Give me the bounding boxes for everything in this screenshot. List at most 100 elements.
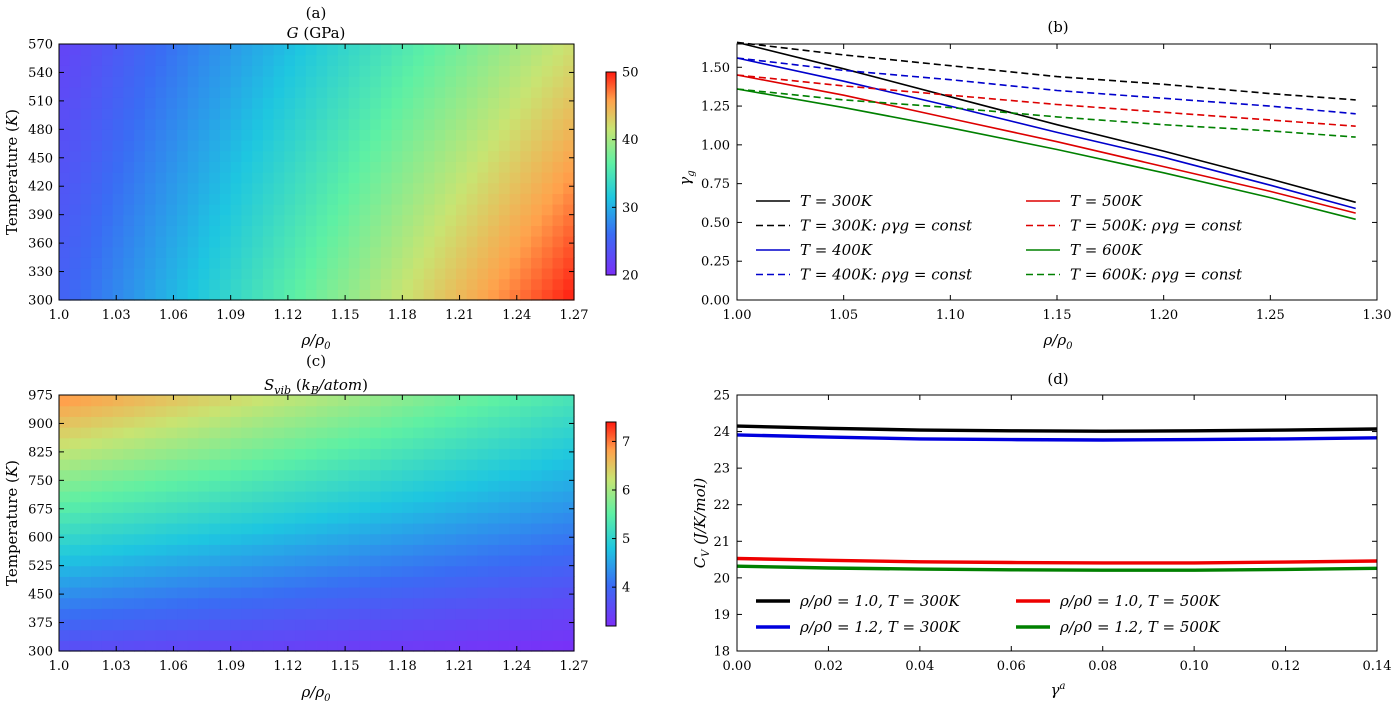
- heatmap-c-ylabel: Temperature (K): [3, 460, 21, 586]
- heatmap-cell: [359, 555, 371, 567]
- heatmap-cell: [423, 395, 436, 407]
- heatmap-cell: [520, 150, 532, 162]
- heatmap-cell: [434, 629, 446, 641]
- heatmap-cell: [80, 118, 92, 130]
- plot-b-y-ticks: 0.000.250.500.751.001.251.50: [701, 61, 1377, 309]
- heatmap-cell: [177, 555, 189, 567]
- heatmap-cell: [295, 44, 307, 56]
- heatmap-cell: [541, 182, 554, 194]
- heatmap-cell: [391, 108, 403, 120]
- heatmap-cell: [80, 459, 92, 471]
- heatmap-cell: [69, 129, 82, 141]
- heatmap-cell: [434, 501, 446, 513]
- heatmap-cell: [177, 448, 189, 460]
- heatmap-cell: [252, 469, 264, 481]
- heatmap-cell: [488, 65, 500, 77]
- heatmap-cell: [380, 257, 393, 269]
- heatmap-cell: [262, 268, 275, 280]
- heatmap-cell: [101, 437, 114, 449]
- heatmap-cell: [252, 193, 264, 205]
- heatmap-cell: [541, 246, 554, 258]
- heatmap-cell: [327, 597, 339, 609]
- heatmap-cell: [327, 619, 339, 631]
- heatmap-cell: [455, 268, 468, 280]
- heatmap-cell: [445, 565, 457, 577]
- heatmap-cell: [230, 501, 242, 513]
- heatmap-cell: [101, 182, 114, 194]
- heatmap-cell: [59, 236, 71, 248]
- heatmap-cell: [230, 491, 242, 503]
- heatmap-cell: [359, 161, 371, 173]
- heatmap-cell: [198, 150, 210, 162]
- heatmap-cell: [413, 118, 425, 130]
- heatmap-cell: [166, 172, 178, 184]
- heatmap-cell: [219, 97, 232, 109]
- heatmap-cell: [134, 204, 146, 216]
- heatmap-cell: [316, 214, 328, 226]
- heatmap-cell: [230, 427, 242, 439]
- heatmap-cell: [423, 416, 436, 428]
- heatmap-cell: [541, 619, 554, 631]
- heatmap-cell: [166, 480, 178, 492]
- heatmap-cell: [391, 555, 403, 567]
- heatmap-cell: [466, 97, 479, 109]
- y-tick-label: 600: [28, 531, 53, 546]
- heatmap-cell: [230, 150, 242, 162]
- heatmap-cell: [423, 161, 436, 173]
- heatmap-cell: [552, 161, 564, 173]
- heatmap-cell: [69, 480, 82, 492]
- heatmap-cell: [252, 182, 264, 194]
- heatmap-cell: [509, 555, 521, 567]
- heatmap-cell: [112, 437, 124, 449]
- heatmap-cell: [488, 576, 500, 588]
- heatmap-cell: [327, 150, 339, 162]
- heatmap-cell: [230, 108, 242, 120]
- heatmap-cell: [434, 193, 446, 205]
- heatmap-cell: [552, 469, 564, 481]
- heatmap-cell: [241, 544, 253, 556]
- heatmap-cell: [91, 289, 103, 301]
- heatmap-cell: [209, 619, 221, 631]
- heatmap-cell: [477, 129, 489, 141]
- heatmap-cell: [101, 289, 114, 301]
- heatmap-cell: [552, 44, 564, 56]
- heatmap-cell: [348, 289, 361, 301]
- x-tick-label: 0.10: [1180, 659, 1209, 674]
- heatmap-cell: [434, 129, 446, 141]
- heatmap-cell: [466, 597, 479, 609]
- heatmap-cell: [337, 268, 350, 280]
- heatmap-cell: [273, 86, 285, 98]
- heatmap-cell: [498, 565, 511, 577]
- heatmap-cell: [80, 555, 92, 567]
- heatmap-cell: [241, 576, 253, 588]
- heatmap-cell: [531, 533, 543, 545]
- heatmap-cell: [509, 246, 521, 258]
- heatmap-cell: [413, 225, 425, 237]
- heatmap-cell: [295, 225, 307, 237]
- heatmap-cell: [370, 576, 382, 588]
- heatmap-cell: [144, 565, 157, 577]
- heatmap-cell: [552, 512, 564, 524]
- heatmap-cell: [423, 427, 436, 439]
- x-tick-label: 0.08: [1088, 659, 1117, 674]
- heatmap-cell: [327, 193, 339, 205]
- heatmap-cell: [391, 405, 403, 417]
- heatmap-cell: [134, 491, 146, 503]
- heatmap-cell: [423, 629, 436, 641]
- heatmap-cell: [177, 565, 189, 577]
- heatmap-cell: [295, 448, 307, 460]
- heatmap-cell: [155, 129, 167, 141]
- heatmap-cell: [209, 140, 221, 152]
- heatmap-cell: [69, 491, 82, 503]
- heatmap-cell: [413, 140, 425, 152]
- heatmap-cell: [327, 491, 339, 503]
- heatmap-cell: [273, 65, 285, 77]
- heatmap-cell: [284, 576, 296, 588]
- plot-d-frame: [736, 394, 1378, 652]
- heatmap-cell: [80, 491, 92, 503]
- x-tick-label: 0.12: [1271, 659, 1300, 674]
- heatmap-cell: [402, 129, 414, 141]
- x-tick-label: 0.02: [814, 659, 843, 674]
- heatmap-cell: [520, 427, 532, 439]
- heatmap-cell: [316, 278, 328, 290]
